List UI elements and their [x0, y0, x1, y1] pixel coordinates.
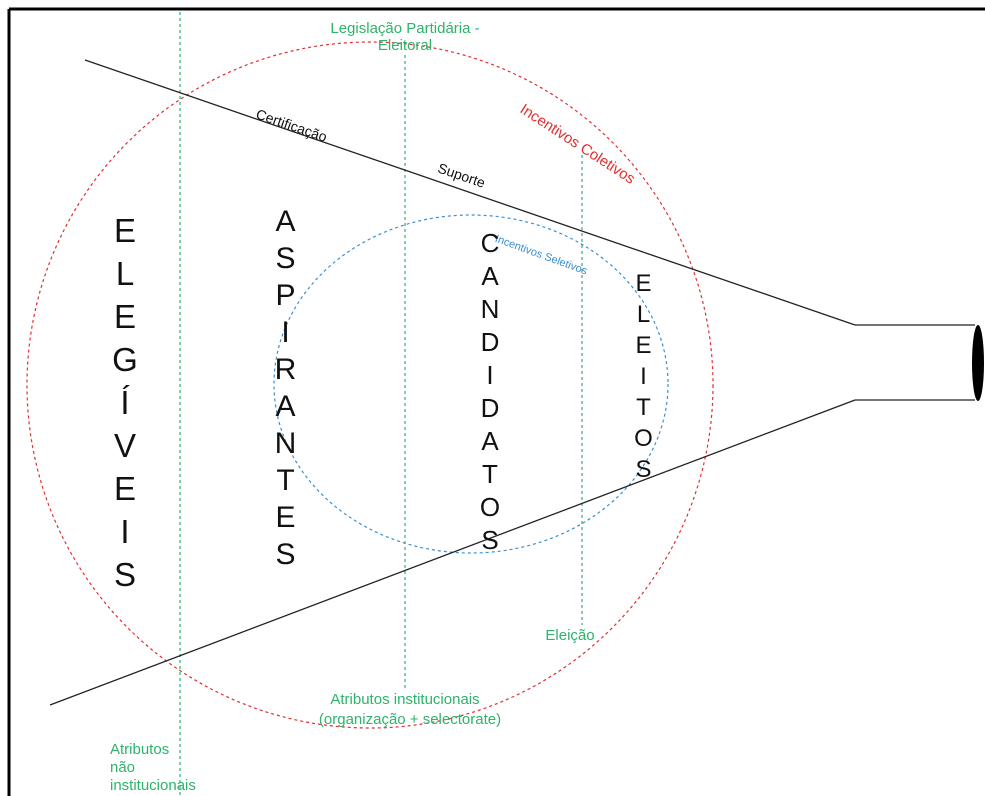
- non-institutional-label: Atributos: [110, 741, 169, 758]
- outer-circle-label: Incentivos Coletivos: [517, 101, 638, 188]
- funnel-mouth: [972, 325, 984, 401]
- outer-circle: [26, 41, 714, 729]
- election-label: Eleição: [545, 627, 594, 644]
- funnel-line: [84, 59, 856, 326]
- inner-circle: [273, 214, 669, 554]
- institutional-label: Atributos institucionais: [330, 691, 479, 708]
- stage-word: ELEITOS: [630, 270, 657, 487]
- non-institutional-label: não: [110, 759, 135, 776]
- stage-word: ELEGÍVEIS: [106, 212, 144, 599]
- stage-word: ASPIRANTES: [269, 205, 302, 575]
- funnel-line: [49, 399, 856, 706]
- stage-word: CANDIDATOS: [475, 228, 505, 558]
- inner-circle-label: Incentivos Seletivos: [493, 233, 589, 278]
- line-label: Certificação: [254, 106, 329, 145]
- top-label: Eleitoral: [378, 37, 432, 54]
- non-institutional-label: institucionais: [110, 777, 196, 794]
- line-label: Suporte: [436, 160, 488, 191]
- institutional-label: (organização + selectorate): [319, 711, 501, 728]
- top-label: Legislação Partidária -: [330, 20, 479, 37]
